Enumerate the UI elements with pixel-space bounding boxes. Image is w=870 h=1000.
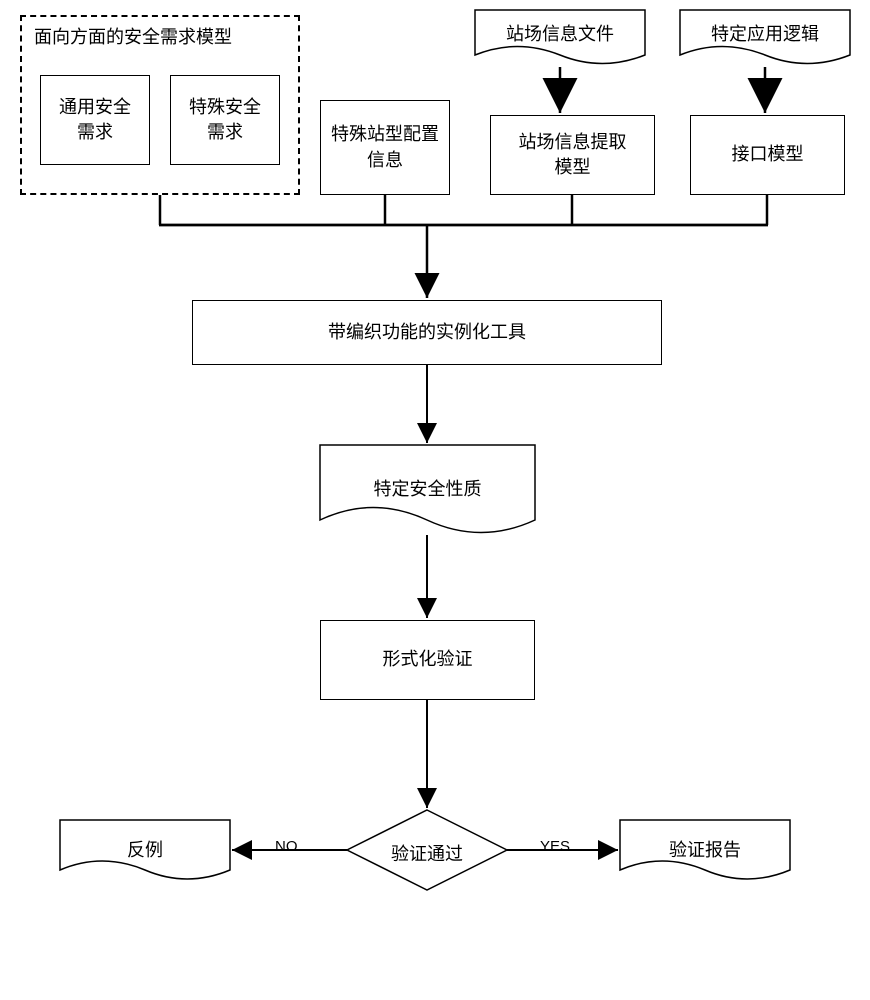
app-logic-text: 特定应用逻辑 [680,20,850,46]
weaving-tool-box: 带编织功能的实例化工具 [192,300,662,365]
special-req-box: 特殊安全 需求 [170,75,280,165]
general-req-text: 通用安全 需求 [59,95,131,145]
general-req-box: 通用安全 需求 [40,75,150,165]
special-station-cfg-box: 特殊站型配置 信息 [320,100,450,195]
edge-no-label: NO [275,838,298,855]
weaving-tool-text: 带编织功能的实例化工具 [328,320,526,345]
station-info-file-text: 站场信息文件 [475,20,645,46]
verify-pass-text: 验证通过 [347,840,507,866]
verify-report-text: 验证报告 [620,836,790,862]
interface-model-text: 接口模型 [732,142,804,167]
interface-model-box: 接口模型 [690,115,845,195]
specific-safety-text: 特定安全性质 [320,475,535,501]
aspect-model-title: 面向方面的安全需求模型 [34,25,232,50]
counter-example-text: 反例 [60,836,230,862]
formal-verify-text: 形式化验证 [383,647,473,672]
formal-verify-box: 形式化验证 [320,620,535,700]
edge-yes-label: YES [540,838,570,855]
special-req-text: 特殊安全 需求 [189,95,261,145]
station-extract-text: 站场信息提取 模型 [519,130,627,180]
special-station-cfg-text: 特殊站型配置 信息 [331,122,439,172]
station-extract-box: 站场信息提取 模型 [490,115,655,195]
